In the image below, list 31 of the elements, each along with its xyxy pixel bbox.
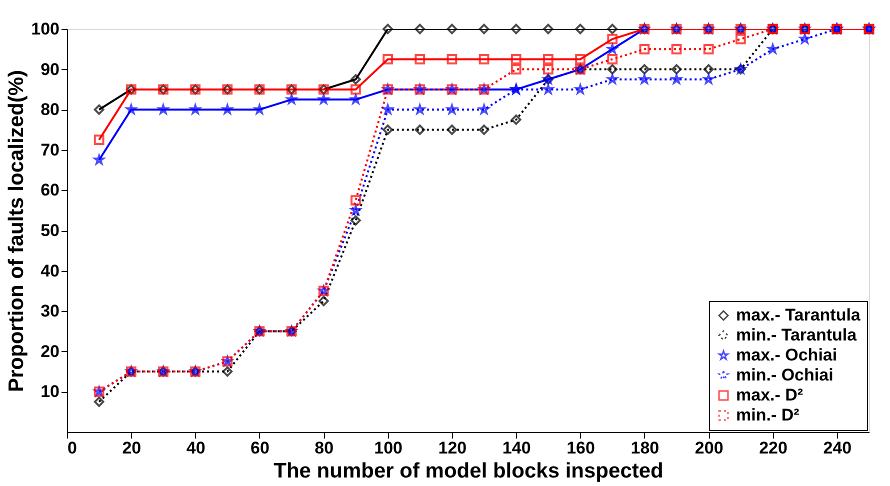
x-tick-label: 0 (68, 438, 77, 458)
y-tick-label: 20 (40, 342, 60, 361)
x-axis-title: The number of model blocks inspected (274, 460, 664, 482)
legend-label: max.- Tarantula (736, 306, 861, 324)
legend-label: min.- Tarantula (736, 326, 858, 344)
y-tick-label: 70 (40, 140, 60, 160)
x-tick-label: 20 (122, 438, 142, 458)
y-tick-label: 50 (40, 221, 60, 240)
x-tick-label: 200 (694, 438, 724, 458)
x-tick-label: 120 (438, 438, 467, 458)
x-tick-label: 160 (566, 438, 595, 458)
x-tick-label: 100 (374, 438, 402, 458)
legend-label: min.- Ochiai (736, 366, 834, 384)
y-axis-title: Proportion of faults localized(%) (5, 70, 28, 392)
x-tick-label: 80 (314, 438, 334, 458)
y-tick-label: 100 (31, 20, 60, 38)
legend-label: max.- D² (736, 386, 804, 404)
y-tick-label: 30 (40, 302, 60, 321)
y-tick-label: 80 (40, 100, 60, 120)
x-tick-label: 40 (186, 438, 206, 458)
x-tick-label: 140 (502, 438, 531, 458)
x-tick-label: 220 (759, 438, 788, 458)
legend-label: min.- D² (736, 406, 800, 424)
y-tick-label: 40 (40, 261, 60, 280)
y-tick-label: 90 (40, 60, 60, 79)
legend-label: max.- Ochiai (736, 346, 838, 364)
x-tick-label: 60 (250, 438, 270, 458)
y-tick-label: 10 (40, 382, 60, 402)
y-tick-label: 60 (40, 180, 60, 200)
x-tick-label: 180 (630, 438, 660, 458)
x-tick-label: 240 (823, 438, 852, 458)
